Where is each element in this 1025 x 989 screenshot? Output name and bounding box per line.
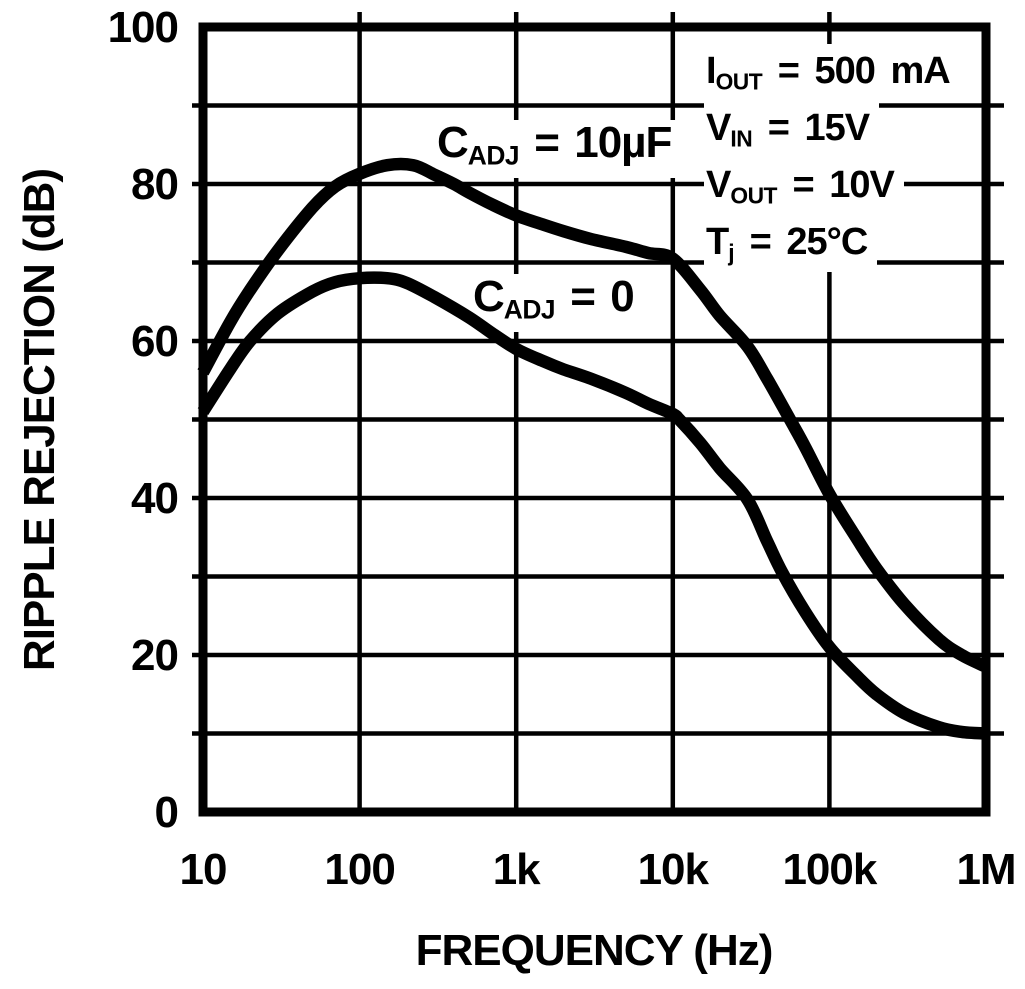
condition-value: = 500 mA xyxy=(762,50,951,92)
condition-value: = 25°C xyxy=(734,221,869,263)
condition-symbol: I xyxy=(706,50,717,92)
curve-label-value: = 10µF xyxy=(519,118,672,167)
condition-value: = 10V xyxy=(776,164,895,206)
condition-symbol: V xyxy=(706,107,731,149)
condition-subscript: OUT xyxy=(730,182,777,209)
condition-subscript: OUT xyxy=(715,68,763,95)
condition-symbol: V xyxy=(706,164,731,206)
curve-label-cadj-0: CADJ = 0 xyxy=(471,272,640,333)
condition-vin: VIN = 15V xyxy=(704,101,880,158)
curve-label-value: = 0 xyxy=(555,272,634,321)
condition-symbol: T xyxy=(706,221,729,263)
condition-iout: IOUT = 500 mA xyxy=(704,44,960,101)
condition-subscript: IN xyxy=(730,125,753,152)
condition-vout: VOUT = 10V xyxy=(704,158,904,215)
condition-tj: Tj = 25°C xyxy=(704,215,878,272)
test-conditions-block: IOUT = 500 mA VIN = 15V VOUT = 10V Tj = … xyxy=(704,44,960,272)
curve-label-subscript: ADJ xyxy=(503,294,556,325)
curve-label-base: C xyxy=(473,272,505,321)
curve-label-subscript: ADJ xyxy=(467,140,520,171)
curve-label-cadj-10uf: CADJ = 10µF xyxy=(435,118,678,179)
condition-value: = 15V xyxy=(752,107,870,149)
curve-label-base: C xyxy=(437,118,469,167)
